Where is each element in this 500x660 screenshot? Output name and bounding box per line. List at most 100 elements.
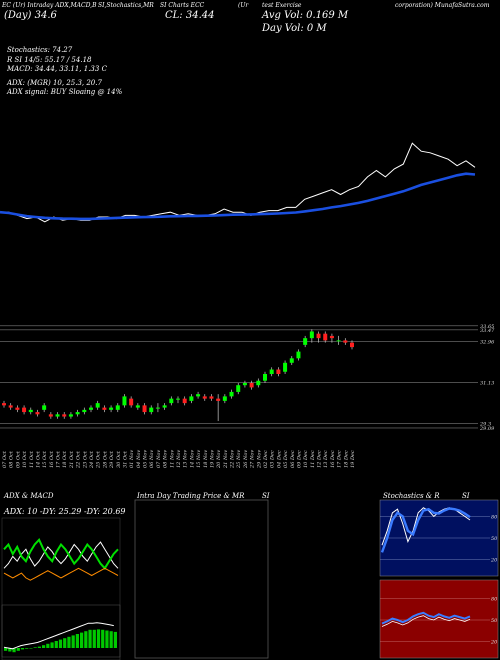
macd-histogram-bar [96, 629, 101, 648]
day-vol-label: Day Vol: 0 M [262, 23, 327, 34]
candle-body [48, 414, 53, 417]
date-tick-label: 01 Nov [129, 450, 135, 468]
candle-body [135, 405, 140, 408]
candle-body [303, 338, 308, 345]
candle-body [22, 407, 27, 413]
date-tick-label: 03 Dec [270, 450, 276, 468]
candle-body [276, 369, 281, 374]
date-tick-label: 17 Oct [56, 450, 62, 468]
date-tick-label: 25 Oct [96, 450, 102, 469]
stoch-tick-label: 80 [491, 514, 498, 520]
macd-histogram-bar [33, 647, 37, 648]
price-tick-label: 29.09 [479, 426, 495, 432]
candle-body [350, 342, 354, 348]
candle-body [68, 414, 73, 417]
date-tick-label: 24 Oct [89, 450, 95, 469]
rsi-lines: 80 50 20 [380, 596, 498, 646]
date-tick-label: 07 Nov [156, 450, 162, 468]
stoch-series-line [380, 507, 471, 553]
adx-panel [1, 517, 121, 660]
candle-body [42, 405, 47, 410]
macd-histogram-bar [29, 648, 33, 649]
date-tick-label: 05 Dec [283, 450, 289, 468]
date-tick-label: 18 Nov [203, 450, 209, 468]
date-tick-label: 13 Dec [323, 450, 329, 468]
date-tick-label: 10 Oct [22, 450, 28, 468]
date-tick-label: 10 Dec [303, 450, 309, 468]
date-tick-label: 22 Oct [76, 450, 82, 469]
macd-line [3, 622, 114, 650]
candle-body [28, 409, 33, 413]
adx-lines [3, 538, 119, 581]
candle-body [209, 396, 214, 399]
date-tick-label: 09 Dec [296, 450, 302, 468]
candle-body [189, 396, 194, 401]
date-tick-label: 06 Dec [290, 450, 296, 468]
candle-body [229, 391, 234, 397]
price-tick-label: 29.3 [479, 421, 491, 427]
intraday-panel [134, 499, 269, 659]
candle-body [89, 407, 93, 410]
macd-readout: MACD: 34.44, 33.11, 1.33 C [7, 65, 107, 73]
date-tick-label: 04 Dec [276, 450, 282, 468]
candle-body [35, 412, 40, 415]
date-tick-label: 26 Nov [243, 450, 249, 469]
macd-histogram-bar [58, 639, 63, 648]
adx-panel-title: ADX & MACD [4, 492, 54, 500]
intraday-panel-title: Intra Day Trading Price & MR [137, 492, 245, 500]
rsi-tick-label: 80 [491, 596, 498, 602]
macd-histogram-bar [92, 629, 96, 648]
date-tick-label: 12 Nov [176, 450, 182, 468]
rsi-tick-label: 50 [491, 618, 498, 624]
header-title-part-3: SI Charts ECC [160, 2, 205, 9]
date-tick-label: 08 Oct [9, 450, 15, 468]
price-overview-chart [0, 142, 476, 223]
date-tick-label: 16 Oct [49, 450, 55, 468]
macd-histogram-bar [16, 648, 20, 651]
adx-series-line [3, 541, 119, 569]
price-tick-label: 31.13 [480, 380, 494, 386]
candle-body [162, 405, 167, 408]
macd-histogram-bar [54, 641, 58, 648]
candle-body [129, 398, 134, 406]
macd-histogram-bar [42, 645, 46, 648]
macd-histogram-bar [109, 631, 113, 648]
header-title-part-5: test Exercise [262, 2, 302, 9]
candle-body [109, 407, 114, 410]
date-tick-label: 08 Nov [163, 450, 169, 468]
date-tick-label: 25 Nov [236, 450, 242, 469]
macd-histogram-bar [63, 638, 67, 648]
date-tick-label: 13 Nov [183, 450, 189, 468]
candle-body [242, 382, 247, 386]
day-label: (Day) 34.6 [4, 10, 57, 21]
macd-panel [1, 604, 121, 658]
header-title-part-1: EC (Ur) Intraday ADX,MACD,B [2, 2, 97, 9]
rsi-tick-label: 20 [490, 640, 498, 646]
header-title-part-2: SI,Stochastics,MR [98, 2, 154, 9]
date-tick-label: 04 Nov [136, 450, 142, 468]
date-tick-label: 09 Oct [15, 450, 21, 468]
date-tick-label: 22 Nov [230, 450, 236, 469]
date-tick-label: 30 Oct [116, 450, 122, 468]
macd-histogram-bar [46, 643, 50, 648]
date-tick-label: 15 Nov [196, 450, 202, 468]
macd-histogram-bar [84, 631, 88, 648]
overview-ma-line [0, 172, 476, 221]
candle-body [122, 396, 127, 406]
candle-body [269, 369, 274, 374]
rsi-line [381, 611, 471, 625]
header-title-part-4: (Ur [238, 2, 249, 9]
macd-histogram-bar [88, 629, 92, 648]
candle-body [8, 405, 13, 408]
candle-body [62, 414, 67, 417]
candle-body [55, 414, 60, 417]
candle-body [216, 398, 221, 401]
stochastics-readout: Stochastics: 74.27 [7, 46, 73, 54]
macd-histogram-bar [12, 648, 16, 653]
date-tick-label: 11 Nov [169, 450, 175, 468]
stochastics-lines: 80 50 20 [380, 507, 498, 564]
candle-body [182, 398, 187, 404]
candle-body [323, 333, 328, 341]
candle-body [289, 358, 294, 363]
